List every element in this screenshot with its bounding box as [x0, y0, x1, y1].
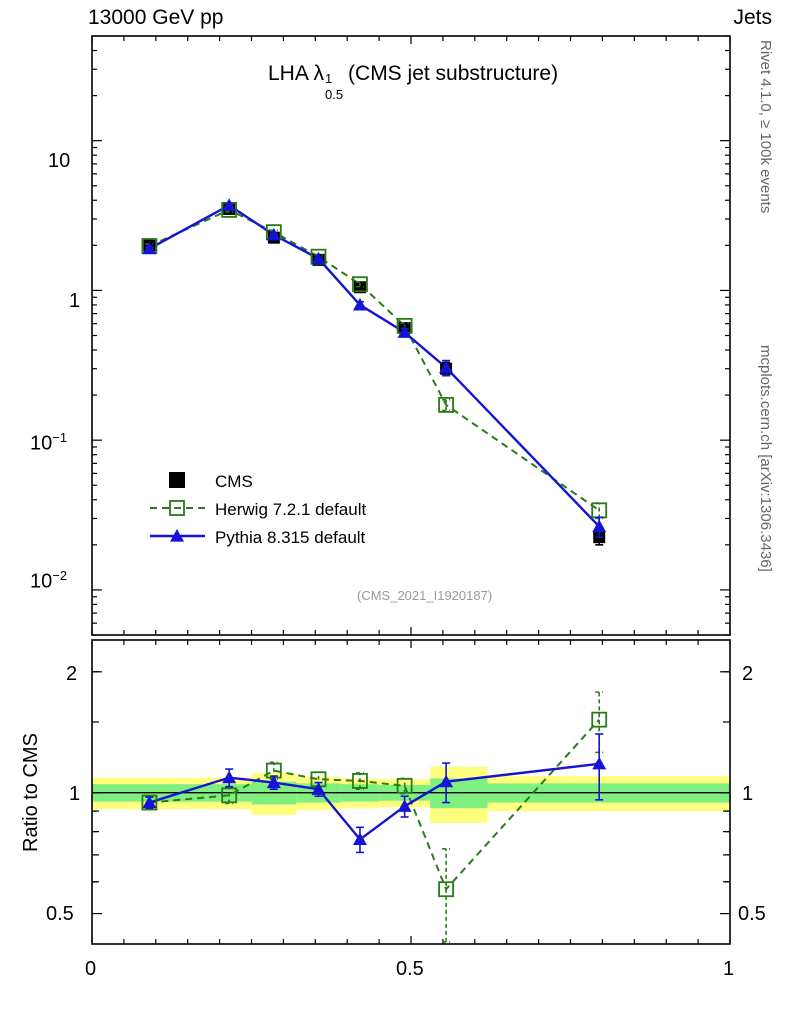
- legend-marker-pythia: [170, 529, 184, 542]
- pythia-ratio-marker: [311, 782, 326, 795]
- pythia-ratio-marker: [142, 795, 157, 809]
- herwig-ratio-marker: [438, 881, 454, 898]
- pythia-marker: [397, 325, 412, 338]
- ratio-ytick-label-0p5: 0.5: [46, 903, 74, 925]
- analysis-category-label: Jets: [733, 6, 772, 29]
- pythia-marker: [266, 227, 281, 241]
- beam-energy-label: 13000 GeV pp: [88, 6, 224, 29]
- pythia-ratio-marker: [397, 799, 412, 812]
- pythia-marker: [592, 519, 607, 533]
- ratio-ytick-label-right-2: 2: [742, 663, 754, 685]
- plot-title-superscript: 1: [325, 71, 333, 86]
- herwig-ratio-marker: [591, 711, 608, 728]
- pythia-marker: [352, 297, 367, 311]
- pythia-ratio-marker: [266, 775, 281, 789]
- analysis-id-watermark: (CMS_2021_I1920187): [357, 588, 493, 603]
- herwig-ratio-marker: [221, 787, 238, 804]
- ratio-ytick-label-right-1: 1: [742, 783, 754, 805]
- herwig-main-line: [149, 208, 600, 512]
- ytick-label-1e-2: 10−2: [30, 568, 68, 593]
- plot-title-subscript: 0.5: [325, 87, 344, 102]
- main-panel-frame: [91, 35, 731, 636]
- ytick-label-1: 1: [69, 290, 81, 312]
- ratio-ytick-label-right-0p5: 0.5: [738, 903, 766, 925]
- herwig-marker: [352, 276, 368, 293]
- legend-label-herwig: Herwig 7.2.1 default: [215, 500, 367, 519]
- pythia-marker: [311, 251, 326, 265]
- pythia-main-line: [148, 203, 601, 528]
- xtick-label-1: 1: [723, 958, 735, 980]
- ratio-ytick-label-1: 1: [69, 783, 81, 805]
- xtick-label-0: 0: [85, 958, 97, 980]
- legend-marker-cms: [169, 472, 185, 488]
- pythia-ratio-marker: [439, 774, 454, 788]
- pythia-ratio-marker: [352, 832, 367, 846]
- pythia-marker: [222, 198, 237, 211]
- legend-label-cms: CMS: [215, 472, 253, 491]
- ytick-label-10: 10: [48, 150, 71, 172]
- herwig-marker: [438, 397, 454, 413]
- ratio-ytick-label-2: 2: [66, 663, 78, 685]
- pythia-ratio-marker: [592, 756, 607, 770]
- plot-title-suffix: (CMS jet substructure): [348, 62, 559, 85]
- plot-title: LHA λ 1 0.5 (CMS jet substructure): [268, 62, 559, 102]
- herwig-ratio-marker: [396, 777, 413, 794]
- pythia-ratio-line: [149, 762, 600, 842]
- legend-marker-herwig: [169, 500, 185, 516]
- pythia-marker: [439, 360, 454, 374]
- pythia-ratio-marker: [222, 770, 237, 784]
- legend-label-pythia: Pythia 8.315 default: [215, 528, 366, 547]
- plot-title-prefix: LHA λ: [268, 62, 325, 85]
- ytick-label-1e-1: 10−1: [30, 430, 68, 455]
- pythia-marker: [142, 241, 157, 255]
- xtick-label-0p5: 0.5: [396, 958, 424, 980]
- herwig-ratio-marker: [352, 772, 368, 789]
